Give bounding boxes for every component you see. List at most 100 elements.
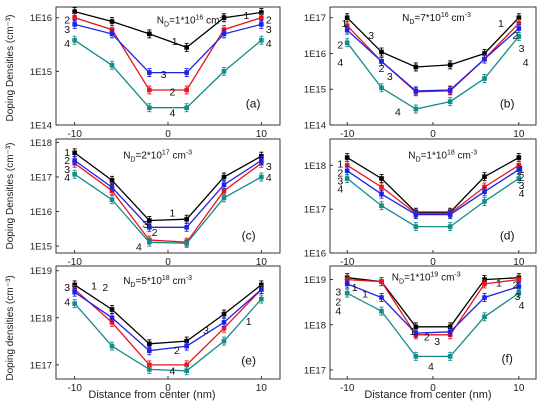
annotation-part: N bbox=[123, 150, 130, 161]
annotation-part: cm bbox=[170, 150, 186, 161]
curve-number-label: 1 bbox=[519, 164, 525, 176]
annotation-part: cm bbox=[203, 16, 219, 27]
curve-number-label: 1 bbox=[172, 36, 178, 48]
doping-annotation: ND=1*1018 cm-3 bbox=[408, 149, 477, 163]
data-point bbox=[516, 155, 522, 160]
curve-number-label: 3 bbox=[337, 176, 343, 188]
annotation-part: =1*10 bbox=[404, 273, 431, 284]
data-point bbox=[447, 329, 453, 335]
curve-number-label: 3 bbox=[515, 291, 521, 303]
curve-number-label: 3 bbox=[143, 219, 149, 231]
curve-number-label: 2 bbox=[512, 280, 518, 292]
curve-number-label: 3 bbox=[64, 164, 70, 176]
y-tick-label: 1E14 bbox=[304, 121, 326, 132]
curve-number-label: 3 bbox=[266, 24, 272, 36]
annotation-part: 16 bbox=[196, 15, 204, 22]
annotation-part: =2*10 bbox=[135, 150, 162, 161]
x-tick-label: 10 bbox=[513, 257, 525, 268]
data-point bbox=[482, 281, 487, 287]
data-point bbox=[482, 51, 487, 56]
x-tick-label: -10 bbox=[67, 129, 82, 140]
doping-annotation: ND=5*1018 cm-3 bbox=[123, 275, 192, 289]
x-tick-label: -10 bbox=[340, 129, 355, 140]
data-point bbox=[344, 163, 350, 168]
data-point bbox=[72, 158, 77, 163]
chart-panel: -10 0 101E151E161E171E181234132434ND=2*101… bbox=[30, 138, 281, 268]
y-tick-label: 1E17 bbox=[304, 365, 326, 376]
data-point bbox=[72, 289, 77, 295]
annotation-part: D bbox=[130, 282, 135, 289]
curve-number-label: 3 bbox=[368, 30, 374, 42]
data-point bbox=[379, 176, 384, 181]
y-tick-label: 1E16 bbox=[304, 49, 326, 60]
data-point bbox=[379, 59, 384, 64]
annotation-part: -3 bbox=[186, 149, 192, 156]
curve-number-label: 3 bbox=[387, 71, 393, 83]
data-point bbox=[516, 26, 522, 31]
data-point bbox=[221, 31, 227, 37]
data-point bbox=[482, 184, 487, 190]
curve-number-label: 4 bbox=[64, 38, 70, 50]
data-point bbox=[109, 307, 115, 312]
panel-label: (c) bbox=[242, 229, 256, 243]
annotation-part: 19 bbox=[431, 272, 439, 279]
y-tick-label: 1E17 bbox=[304, 205, 326, 216]
y-tick-label: 1E17 bbox=[30, 173, 52, 184]
curve-number-label: 3 bbox=[335, 286, 341, 298]
data-point bbox=[379, 191, 384, 197]
curve-number-label: 1 bbox=[496, 277, 502, 289]
data-point bbox=[184, 216, 189, 222]
series-line-4 bbox=[74, 298, 262, 372]
data-point bbox=[184, 241, 189, 246]
series-line-2 bbox=[74, 288, 262, 366]
x-tick-label: 0 bbox=[165, 257, 171, 268]
series-line-3 bbox=[346, 283, 519, 334]
data-point bbox=[516, 176, 522, 181]
data-point bbox=[109, 19, 115, 24]
data-point bbox=[259, 22, 264, 27]
data-point bbox=[109, 178, 115, 183]
data-point bbox=[184, 105, 189, 111]
data-point bbox=[413, 224, 419, 229]
data-point bbox=[147, 362, 152, 368]
y-axis-label-bottom: Doping densities (cm⁻³) bbox=[5, 275, 16, 380]
y-tick-label: 1E18 bbox=[30, 313, 52, 324]
curve-number-label: 2 bbox=[64, 155, 70, 167]
annotation-part: -3 bbox=[454, 272, 460, 279]
data-point bbox=[379, 203, 384, 208]
y-tick-label: 1E16 bbox=[30, 207, 52, 218]
data-point bbox=[344, 40, 350, 46]
data-point bbox=[259, 296, 264, 302]
data-point bbox=[259, 15, 264, 21]
curve-number-label: 4 bbox=[395, 107, 401, 119]
curve-number-label: 2 bbox=[379, 63, 385, 75]
data-point bbox=[259, 37, 264, 43]
x-tick-label: 10 bbox=[256, 129, 268, 140]
data-point bbox=[447, 224, 453, 229]
series-line-1 bbox=[346, 17, 520, 68]
annotation-part: 18 bbox=[162, 275, 170, 282]
data-point bbox=[147, 239, 152, 245]
series-line-1 bbox=[74, 284, 262, 345]
curve-number-label: 1 bbox=[498, 18, 504, 30]
curve-number-label: 3 bbox=[266, 161, 272, 173]
series-line-2 bbox=[347, 278, 519, 336]
annotation-part: -3 bbox=[465, 12, 471, 19]
data-point bbox=[379, 49, 384, 55]
x-tick-label: 0 bbox=[165, 129, 171, 140]
data-point bbox=[344, 23, 350, 28]
data-point bbox=[147, 87, 152, 93]
curve-number-label: 4 bbox=[266, 38, 272, 50]
y-tick-label: 1E17 bbox=[30, 360, 52, 371]
series-line-4 bbox=[74, 173, 262, 245]
annotation-part: =1*10 bbox=[421, 150, 448, 161]
data-point bbox=[147, 348, 152, 354]
data-point bbox=[72, 37, 77, 43]
annotation-part: D bbox=[416, 156, 421, 163]
y-tick-label: 1E14 bbox=[30, 121, 52, 132]
x-tick-label: 10 bbox=[256, 257, 268, 268]
data-point bbox=[109, 31, 115, 37]
curve-number-label: 1 bbox=[246, 316, 252, 328]
